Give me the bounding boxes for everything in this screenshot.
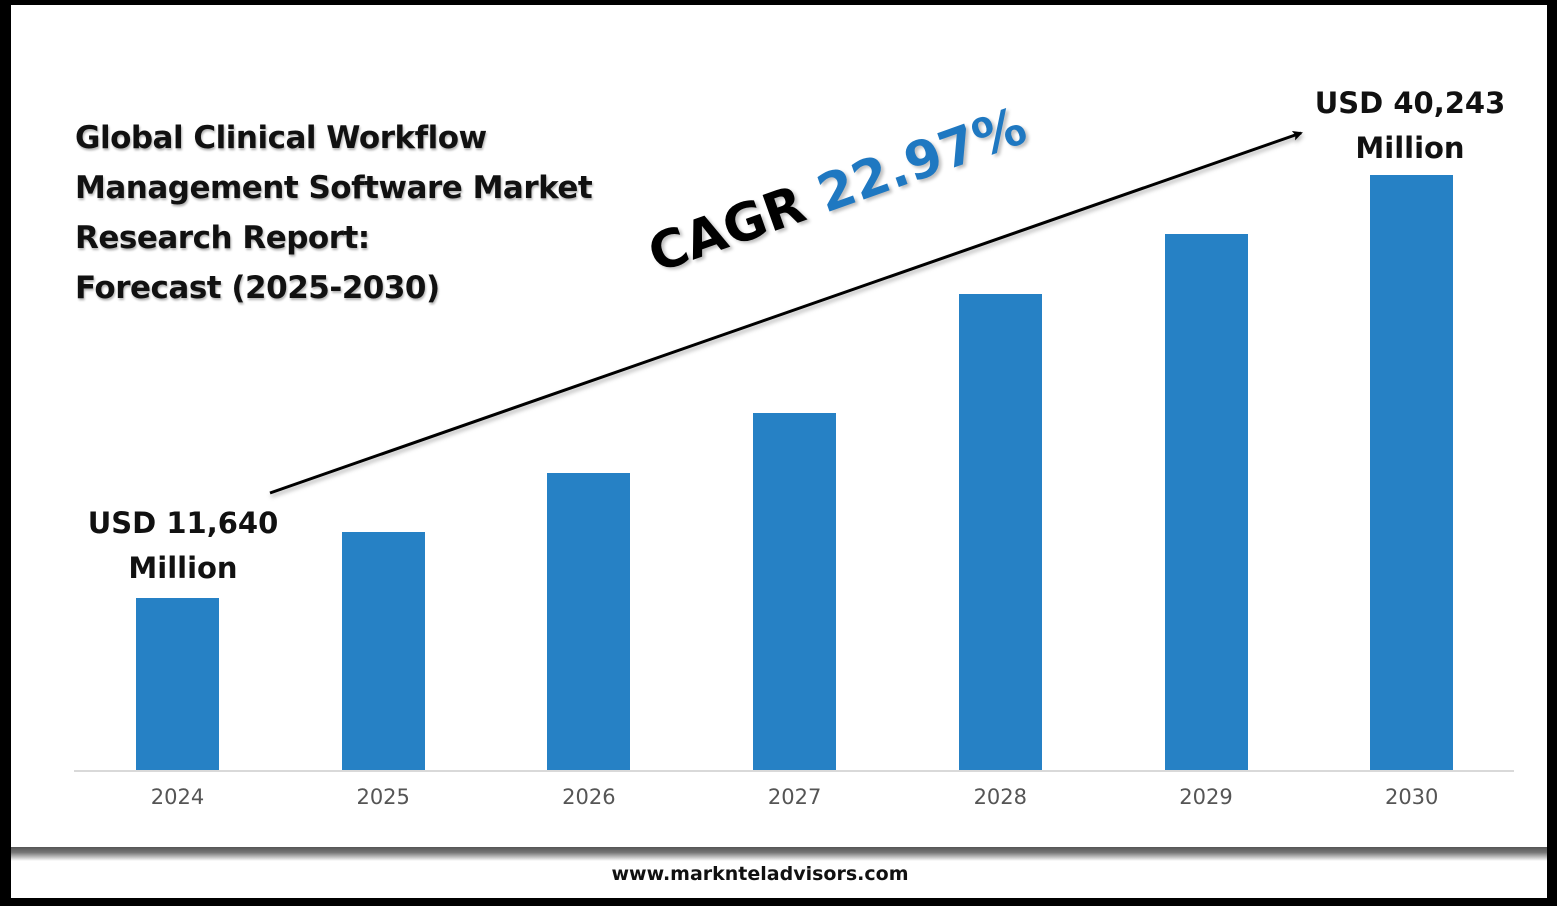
end-value-amount: USD 40,243	[1314, 86, 1506, 120]
x-tick-label: 2025	[356, 785, 410, 809]
chart-canvas: Global Clinical Workflow Management Soft…	[11, 5, 1547, 898]
end-value-unit: Million	[1355, 131, 1465, 165]
x-tick-label: 2026	[562, 785, 616, 809]
x-tick-label: 2024	[150, 785, 205, 809]
growth-arrow-icon	[269, 130, 1303, 495]
chart-title: Global Clinical Workflow Management Soft…	[75, 113, 593, 313]
title-line-2: Management Software Market	[75, 170, 593, 206]
start-value-amount: USD 11,640	[87, 506, 279, 540]
bar-2029	[1164, 234, 1248, 770]
footer-divider	[11, 847, 1547, 861]
x-axis-line	[74, 770, 1514, 772]
title-line-1: Global Clinical Workflow	[75, 120, 487, 156]
start-value-unit: Million	[128, 551, 238, 585]
plot-area: CAGR 22.97% USD 11,640 Million USD 40,24…	[11, 5, 1547, 898]
x-tick-label: 2028	[973, 785, 1028, 809]
x-tick-label: 2029	[1179, 785, 1233, 809]
bar-2024	[136, 597, 219, 770]
bar-2026	[547, 472, 631, 770]
end-value-annotation: USD 40,243 Million	[1310, 81, 1510, 171]
bar-2030	[1370, 175, 1454, 770]
title-line-3: Research Report:	[75, 220, 370, 256]
bar-2028	[958, 293, 1042, 770]
bar-2027	[753, 412, 837, 770]
x-tick-label: 2027	[767, 785, 822, 809]
bar-2025	[341, 531, 425, 770]
x-tick-label: 2030	[1384, 785, 1439, 809]
title-line-4: Forecast (2025-2030)	[75, 270, 440, 306]
start-value-annotation: USD 11,640 Million	[83, 501, 283, 591]
footer-website[interactable]: www.marknteladvisors.com	[611, 863, 909, 885]
